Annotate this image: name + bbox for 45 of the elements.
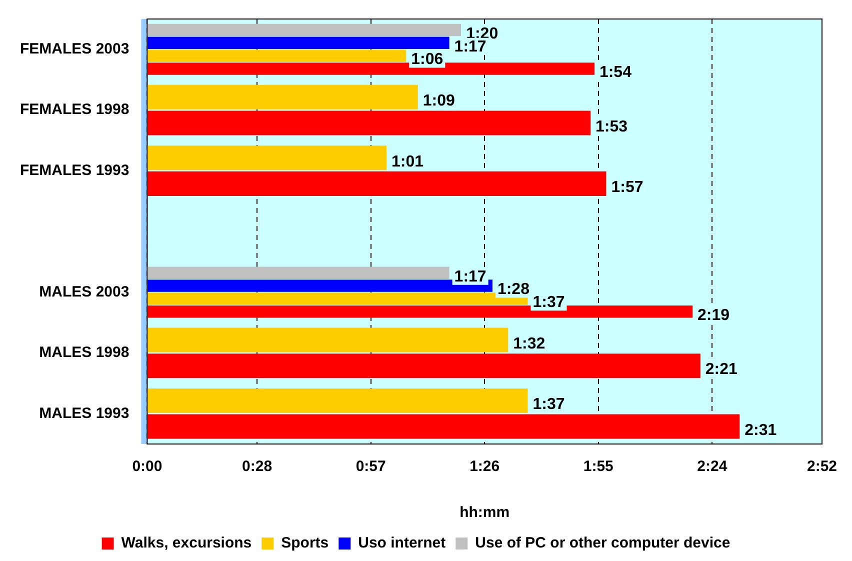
bar xyxy=(148,388,528,413)
bar xyxy=(148,266,450,279)
x-tick-label: 1:55 xyxy=(583,458,614,476)
y-tick-label: MALES 1998 xyxy=(39,344,130,362)
bar xyxy=(148,84,418,110)
y-tick-label: FEMALES 1993 xyxy=(20,162,130,179)
data-label: 1:01 xyxy=(392,153,424,170)
legend-label: Walks, excursions xyxy=(121,534,252,552)
data-label: 1:09 xyxy=(422,92,456,110)
y-tick-label: FEMALES 1998 xyxy=(20,101,130,118)
data-label: 1:17 xyxy=(454,38,486,56)
x-tick-label: 1:26 xyxy=(470,458,500,476)
bar xyxy=(148,36,450,50)
x-axis-title: hh:mm xyxy=(460,504,510,522)
y-tick-label: MALES 1993 xyxy=(39,404,130,422)
x-tick-label: 0:00 xyxy=(132,458,162,476)
bar xyxy=(148,110,591,136)
data-label: 1:17 xyxy=(454,268,486,286)
x-tick-label: 2:24 xyxy=(697,458,728,476)
data-label: 1:57 xyxy=(611,179,644,196)
x-tick-label: 2:52 xyxy=(806,458,838,476)
legend-label: Sports xyxy=(281,534,329,552)
data-label: 1:28 xyxy=(497,281,530,298)
y-tick-label: FEMALES 2003 xyxy=(20,40,130,58)
data-label: 1:53 xyxy=(596,118,628,136)
data-label: 1:37 xyxy=(532,396,565,414)
bar xyxy=(148,280,492,292)
x-tick-label: 0:28 xyxy=(242,458,272,476)
legend-label: Uso internet xyxy=(358,534,446,552)
data-label: 2:31 xyxy=(744,422,777,439)
bar xyxy=(148,328,508,352)
legend-label: Use of PC or other computer device xyxy=(475,534,730,552)
data-label: 1:37 xyxy=(532,294,565,312)
data-label: 2:21 xyxy=(705,361,738,378)
bar xyxy=(148,354,700,378)
data-label: 2:19 xyxy=(698,306,730,324)
data-label: 1:54 xyxy=(599,64,632,82)
x-tick-label: 0:57 xyxy=(356,458,386,476)
bar xyxy=(148,146,387,170)
data-label: 1:06 xyxy=(411,51,444,68)
bar xyxy=(148,171,606,196)
bar xyxy=(148,24,462,36)
bar xyxy=(148,414,740,439)
data-label: 1:32 xyxy=(513,335,546,352)
y-tick-label: MALES 2003 xyxy=(39,283,130,300)
